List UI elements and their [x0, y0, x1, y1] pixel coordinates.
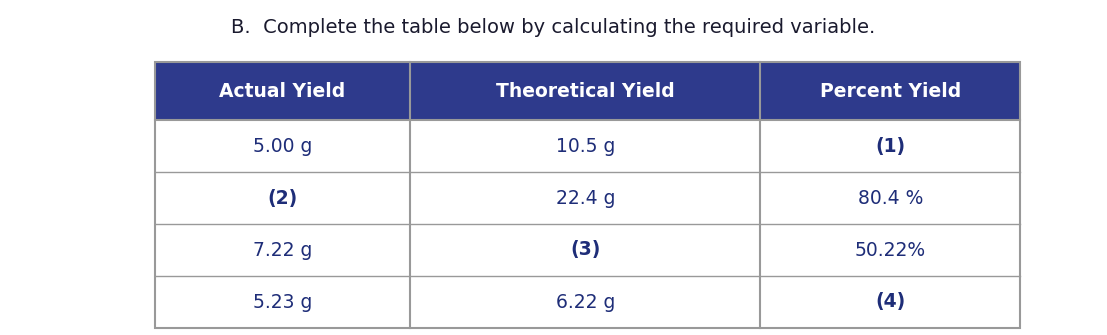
- Text: (2): (2): [268, 189, 298, 207]
- Bar: [155, 172, 411, 224]
- Bar: [411, 172, 761, 224]
- Bar: [155, 62, 1020, 328]
- Bar: [411, 120, 761, 172]
- Bar: [761, 120, 1020, 172]
- Bar: [411, 224, 761, 276]
- Text: 10.5 g: 10.5 g: [556, 136, 615, 155]
- Text: (3): (3): [570, 241, 600, 260]
- Text: 7.22 g: 7.22 g: [252, 241, 312, 260]
- Text: 5.23 g: 5.23 g: [252, 292, 312, 312]
- Text: B.  Complete the table below by calculating the required variable.: B. Complete the table below by calculati…: [231, 18, 876, 37]
- Text: 80.4 %: 80.4 %: [858, 189, 923, 207]
- Text: 22.4 g: 22.4 g: [556, 189, 615, 207]
- Bar: [411, 62, 761, 120]
- Text: Theoretical Yield: Theoretical Yield: [496, 81, 674, 100]
- Text: Actual Yield: Actual Yield: [219, 81, 345, 100]
- Bar: [411, 276, 761, 328]
- Bar: [155, 120, 411, 172]
- Bar: [155, 276, 411, 328]
- Bar: [761, 62, 1020, 120]
- Text: (4): (4): [876, 292, 906, 312]
- Bar: [155, 62, 411, 120]
- Text: Percent Yield: Percent Yield: [819, 81, 961, 100]
- Text: 50.22%: 50.22%: [855, 241, 925, 260]
- Bar: [155, 224, 411, 276]
- Text: (1): (1): [876, 136, 906, 155]
- Bar: [761, 172, 1020, 224]
- Text: 5.00 g: 5.00 g: [252, 136, 312, 155]
- Bar: [761, 276, 1020, 328]
- Bar: [761, 224, 1020, 276]
- Text: 6.22 g: 6.22 g: [556, 292, 615, 312]
